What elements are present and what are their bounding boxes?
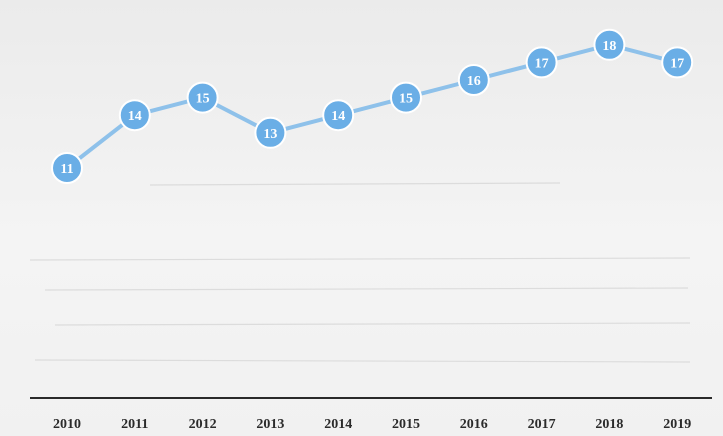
data-label: 14 xyxy=(331,109,345,124)
background-line xyxy=(35,360,690,362)
data-label: 14 xyxy=(128,109,142,124)
x-tick-label: 2010 xyxy=(53,417,81,432)
background-line xyxy=(150,183,560,185)
data-label: 11 xyxy=(60,162,73,177)
x-tick-label: 2013 xyxy=(256,417,284,432)
background-line xyxy=(30,258,690,260)
background-lines xyxy=(30,183,690,362)
x-tick-labels: 2010 2011 2012 2013 2014 2015 2016 2017 2018 2019 xyxy=(53,417,691,432)
data-label: 15 xyxy=(399,92,413,107)
x-tick-label: 2019 xyxy=(663,417,691,432)
x-tick-label: 2014 xyxy=(324,417,352,432)
series-line xyxy=(67,45,677,168)
x-tick-label: 2018 xyxy=(595,417,623,432)
data-label: 13 xyxy=(263,127,277,142)
data-label: 17 xyxy=(535,56,549,71)
data-label: 17 xyxy=(670,56,684,71)
background-line xyxy=(45,288,688,290)
data-label: 16 xyxy=(467,74,481,89)
background-line xyxy=(55,323,690,325)
data-label: 18 xyxy=(602,39,616,54)
x-tick-label: 2016 xyxy=(460,417,488,432)
x-tick-label: 2015 xyxy=(392,417,420,432)
x-tick-label: 2011 xyxy=(121,417,148,432)
x-tick-label: 2017 xyxy=(528,417,556,432)
x-tick-label: 2012 xyxy=(189,417,217,432)
data-label: 15 xyxy=(196,92,210,107)
